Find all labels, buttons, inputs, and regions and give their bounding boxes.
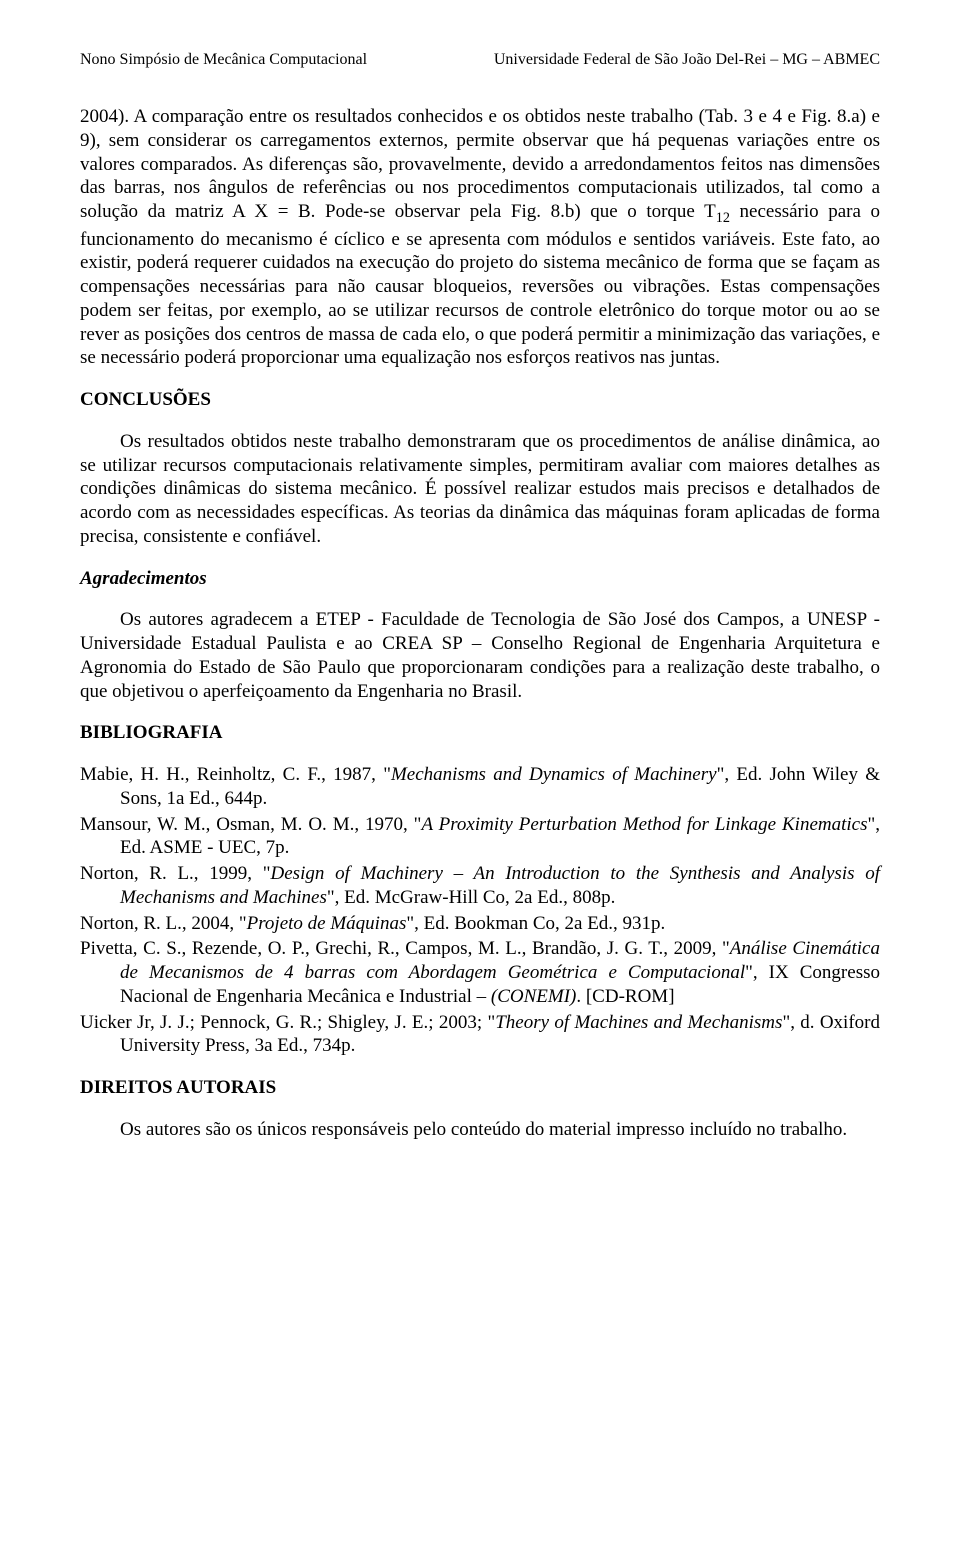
ref5-c: . [CD-ROM] bbox=[576, 986, 674, 1007]
header-right: Universidade Federal de São João Del-Rei… bbox=[494, 50, 880, 70]
reference-1: Mabie, H. H., Reinholtz, C. F., 1987, "M… bbox=[80, 763, 880, 811]
ref3-a: Norton, R. L., 1999, " bbox=[80, 863, 271, 884]
paragraph-agradecimentos: Os autores agradecem a ETEP - Faculdade … bbox=[80, 608, 880, 703]
ref4-title: Projeto de Máquinas bbox=[247, 913, 407, 934]
reference-2: Mansour, W. M., Osman, M. O. M., 1970, "… bbox=[80, 813, 880, 861]
heading-agradecimentos: Agradecimentos bbox=[80, 567, 880, 591]
ref5-conemi: (CONEMI) bbox=[491, 986, 576, 1007]
page-header-row: Nono Simpósio de Mecânica Computacional … bbox=[80, 50, 880, 70]
ref3-b: ", Ed. McGraw-Hill Co, 2a Ed., 808p. bbox=[327, 887, 616, 908]
paragraph-main-part-b: necessário para o funcionamento do mecan… bbox=[80, 201, 880, 368]
reference-6: Uicker Jr, J. J.; Pennock, G. R.; Shigle… bbox=[80, 1011, 880, 1059]
paragraph-direitos: Os autores são os únicos responsáveis pe… bbox=[80, 1118, 880, 1142]
ref4-a: Norton, R. L., 2004, " bbox=[80, 913, 247, 934]
ref5-a: Pivetta, C. S., Rezende, O. P., Grechi, … bbox=[80, 938, 730, 959]
ref6-title: Theory of Machines and Mechanisms bbox=[495, 1012, 782, 1033]
ref2-a: Mansour, W. M., Osman, M. O. M., 1970, " bbox=[80, 814, 421, 835]
subscript-12: 12 bbox=[716, 210, 730, 226]
page-container: Nono Simpósio de Mecânica Computacional … bbox=[0, 0, 960, 1190]
reference-3: Norton, R. L., 1999, "Design of Machiner… bbox=[80, 862, 880, 910]
heading-bibliografia: BIBLIOGRAFIA bbox=[80, 721, 880, 745]
ref1-title: Mechanisms and Dynamics of Machinery bbox=[391, 764, 717, 785]
heading-conclusoes: CONCLUSÕES bbox=[80, 388, 880, 412]
heading-direitos: DIREITOS AUTORAIS bbox=[80, 1076, 880, 1100]
ref1-a: Mabie, H. H., Reinholtz, C. F., 1987, " bbox=[80, 764, 391, 785]
paragraph-conclusoes: Os resultados obtidos neste trabalho dem… bbox=[80, 430, 880, 549]
ref6-a: Uicker Jr, J. J.; Pennock, G. R.; Shigle… bbox=[80, 1012, 495, 1033]
ref2-title: A Proximity Perturbation Method for Link… bbox=[421, 814, 867, 835]
reference-5: Pivetta, C. S., Rezende, O. P., Grechi, … bbox=[80, 937, 880, 1008]
header-left: Nono Simpósio de Mecânica Computacional bbox=[80, 50, 367, 70]
reference-4: Norton, R. L., 2004, "Projeto de Máquina… bbox=[80, 912, 880, 936]
ref4-b: ", Ed. Bookman Co, 2a Ed., 931p. bbox=[406, 913, 665, 934]
paragraph-main: 2004). A comparação entre os resultados … bbox=[80, 105, 880, 370]
